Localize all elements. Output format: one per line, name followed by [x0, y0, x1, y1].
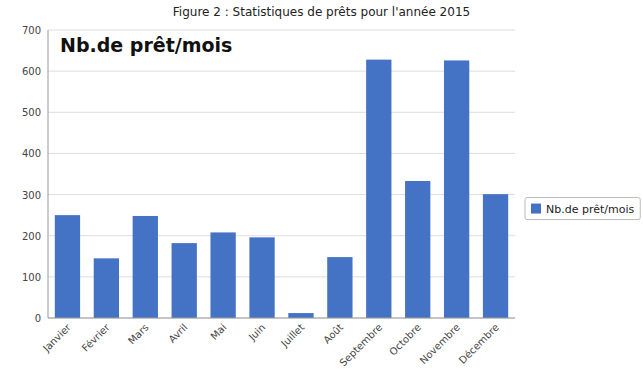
bar: [55, 215, 80, 318]
bar: [327, 257, 352, 318]
legend: Nb.de prêt/mois: [525, 198, 640, 220]
bar: [366, 60, 391, 318]
bar: [133, 216, 158, 318]
legend-frame: [525, 198, 640, 220]
x-tick-label: Novembre: [418, 322, 462, 366]
y-tick-label: 300: [22, 190, 41, 201]
x-axis-line: [48, 318, 515, 319]
legend-label: Nb.de prêt/mois: [546, 203, 635, 216]
chart-svg: Figure 2 : Statistiques de prêts pour l'…: [0, 0, 643, 384]
x-tick-label: Mars: [126, 322, 151, 347]
x-tick-label: Janvier: [40, 321, 73, 354]
chart-container: Figure 2 : Statistiques de prêts pour l'…: [0, 0, 643, 384]
bars: [55, 60, 508, 318]
bar: [405, 181, 430, 318]
bar: [94, 258, 119, 318]
x-tick-label: Août: [321, 322, 345, 346]
y-tick-label: 500: [22, 107, 41, 118]
grid: [48, 30, 515, 318]
x-tick-label: Février: [80, 321, 113, 354]
x-tick-label: Octobre: [387, 322, 423, 358]
grid-line: [48, 30, 515, 31]
chart-title: Figure 2 : Statistiques de prêts pour l'…: [173, 5, 470, 19]
x-tick-label: Juillet: [278, 322, 306, 350]
bar: [444, 60, 469, 318]
x-tick-label: Avril: [166, 322, 189, 345]
grid-line: [48, 318, 515, 319]
x-tick-label: Mai: [208, 322, 228, 342]
y-tick-label: 600: [22, 66, 41, 77]
bar: [172, 243, 197, 318]
bar: [249, 237, 274, 318]
y-tick-label: 400: [22, 148, 41, 159]
x-tick-label: Juin: [246, 322, 268, 344]
annotation: Nb.de prêt/mois: [60, 34, 232, 56]
y-tick-label: 200: [22, 231, 41, 242]
x-tick-label: Septembre: [337, 322, 384, 369]
bar: [210, 232, 235, 318]
y-axis-line: [48, 30, 49, 318]
y-tick-label: 0: [35, 313, 41, 324]
x-tick-label: Décembre: [457, 322, 501, 366]
y-tick-label: 100: [22, 272, 41, 283]
legend-swatch: [531, 204, 541, 214]
y-tick-label: 700: [22, 25, 41, 36]
bar: [288, 313, 313, 318]
bar: [483, 194, 508, 318]
